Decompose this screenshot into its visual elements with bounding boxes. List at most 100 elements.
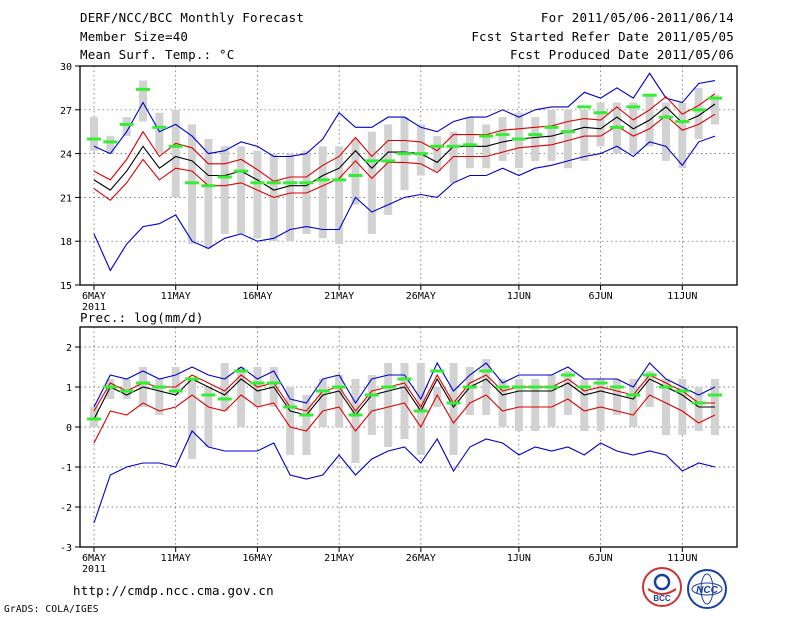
prec-x-tick-label: 26MAY: [406, 553, 436, 564]
prec-median-marker: [348, 413, 363, 417]
temp-median-marker: [266, 181, 281, 185]
temp-y-tick-label: 21: [60, 193, 72, 204]
temp-ensemble-box: [694, 87, 703, 139]
prec-ensemble-box: [645, 371, 654, 407]
temp-median-marker: [609, 125, 624, 129]
temp-x-tick-label: 26MAY: [406, 291, 436, 302]
temp-median-marker: [675, 119, 690, 123]
prec-x-tick-label: 1JUN: [507, 553, 531, 564]
prec-median-marker: [462, 385, 477, 389]
temp-x-tick-label: 16MAY: [242, 291, 272, 302]
temp-ensemble-box: [204, 139, 213, 249]
forecast-start-date: Fcst Started Refer Date 2011/05/05: [471, 29, 734, 44]
temp-median-marker: [495, 133, 510, 137]
temp-ensemble-box: [580, 109, 589, 161]
temp-x-tick-label: 6MAY: [82, 291, 106, 302]
temp-ensemble-box: [678, 102, 687, 169]
temp-ensemble-box: [286, 153, 295, 242]
prec-ensemble-box: [433, 387, 442, 407]
prec-median-marker: [250, 381, 265, 385]
temp-median-marker: [87, 137, 101, 141]
prec-median-marker: [658, 385, 673, 389]
temp-ensemble-box: [122, 117, 131, 137]
prec-median-marker: [593, 381, 608, 385]
temp-inner-low-line: [93, 113, 716, 202]
prec-ensemble-box: [563, 371, 572, 415]
prec-ensemble-box: [449, 363, 458, 455]
temp-ensemble-box: [465, 117, 474, 169]
forecast-produced-date: Fcst Produced Date 2011/05/06: [509, 47, 734, 62]
temp-ensemble-box: [351, 139, 360, 205]
prec-outer-low-line: [93, 430, 716, 524]
temp-ensemble-box: [384, 124, 393, 215]
temp-ensemble-box: [433, 136, 442, 172]
temp-median-marker: [299, 181, 314, 185]
temp-x-tick-label: 21MAY: [324, 291, 354, 302]
logos: BCC NCC: [642, 567, 727, 609]
precipitation-panel-title: Prec.: log(mm/d): [80, 310, 204, 325]
prec-ensemble-box: [351, 379, 360, 463]
prec-median-marker: [397, 377, 412, 381]
prec-x-tick-label: 6JUN: [589, 553, 613, 564]
temp-ensemble-box: [106, 136, 115, 154]
prec-plot-frame: [79, 326, 738, 548]
prec-ensemble-box: [384, 363, 393, 447]
temperature-panel-title: Mean Surf. Temp.: °C: [80, 47, 235, 62]
temp-x-tick-label: 11JUN: [667, 291, 697, 302]
temp-ensemble-box: [171, 109, 180, 198]
prec-median-marker: [332, 385, 347, 389]
temp-median-marker: [381, 159, 396, 163]
prec-median-marker: [283, 405, 298, 409]
grads-credit: GrADS: COLA/IGES: [4, 604, 99, 615]
prec-median-marker: [152, 385, 167, 389]
prec-ensemble-box: [318, 379, 327, 427]
ncc-logo-text: NCC: [696, 585, 718, 596]
prec-median-marker: [103, 385, 118, 389]
prec-median-marker: [446, 401, 461, 405]
prec-ensemble-box: [220, 363, 229, 411]
prec-median-marker: [119, 389, 134, 393]
temp-median-marker: [348, 174, 363, 177]
temp-median-marker: [315, 178, 330, 182]
temp-ensemble-box: [237, 146, 246, 234]
bcc-logo-text: BCC: [653, 594, 671, 603]
temp-median-marker: [364, 159, 379, 163]
prec-ensemble-mean-line: [93, 377, 715, 420]
prec-x-tick-label: 11JUN: [667, 553, 697, 564]
temp-median-marker: [185, 181, 200, 185]
prec-ensemble-box: [612, 379, 621, 415]
prec-median-marker: [87, 417, 101, 421]
prec-median-marker: [511, 385, 526, 389]
prec-ensemble-box: [400, 363, 409, 439]
temp-ensemble-box: [711, 95, 719, 125]
temp-median-marker: [413, 152, 428, 156]
prec-ensemble-box: [122, 379, 131, 399]
temp-median-marker: [544, 125, 559, 129]
temp-median-marker: [332, 178, 347, 182]
temp-median-marker: [593, 111, 608, 115]
prec-median-marker: [266, 381, 281, 385]
source-url[interactable]: http://cmdp.ncc.cma.gov.cn: [73, 583, 274, 598]
temp-ensemble-box: [155, 112, 164, 154]
temp-median-marker: [479, 134, 494, 138]
temp-inner-high-line: [93, 93, 716, 182]
temp-median-marker: [577, 105, 592, 109]
prec-y-tick-label: 2: [66, 343, 72, 354]
prec-x-tick-label: 16MAY: [242, 553, 272, 564]
prec-y-tick-label: -3: [60, 543, 72, 554]
prec-ensemble-box: [204, 387, 213, 447]
temp-median-marker: [250, 181, 265, 185]
temp-outer-high-line: [93, 72, 716, 158]
temp-median-marker: [658, 115, 673, 119]
prec-median-marker: [577, 385, 592, 389]
temp-x-tick-label: 11MAY: [161, 291, 191, 302]
temp-ensemble-box: [367, 131, 376, 234]
temp-median-marker: [511, 137, 526, 141]
prec-x-tick-label: 21MAY: [324, 553, 354, 564]
prec-ensemble-box: [90, 407, 98, 427]
temp-y-tick-label: 18: [60, 237, 72, 248]
temp-median-marker: [168, 144, 183, 148]
prec-ensemble-box: [498, 379, 507, 427]
temp-ensemble-box: [531, 117, 540, 161]
prec-median-marker: [626, 393, 641, 397]
